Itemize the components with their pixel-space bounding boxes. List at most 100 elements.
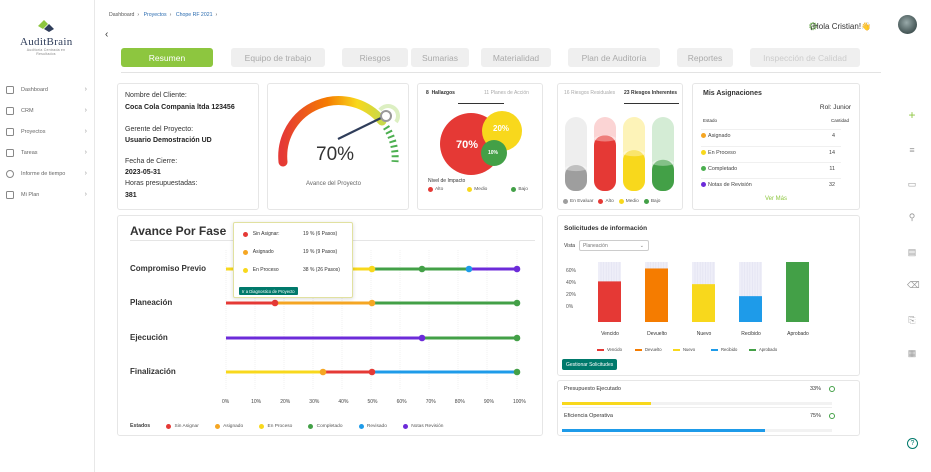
impact-legend-title: Nivel de Impacto: [428, 178, 466, 184]
sidebar-item-label: Dashboard: [21, 86, 48, 93]
tab-resumen[interactable]: Resumen: [121, 48, 213, 67]
file-download-icon[interactable]: ⎘: [908, 315, 916, 325]
bar-label: Aprobado: [787, 331, 809, 337]
list-icon[interactable]: ≡: [909, 145, 915, 155]
sidebar: AuditBrain Auditoría Centrada en Resulta…: [0, 0, 95, 472]
top-bar: Dashboard › Proyectos › Chope RF 2021 › ‹ ⚙…: [95, 0, 931, 45]
bar-devuelto: [645, 268, 668, 322]
bar-recibido: [739, 296, 762, 322]
sidebar-item-crm[interactable]: CRM ›: [0, 100, 95, 121]
breadcrumb-proyectos[interactable]: Proyectos: [143, 12, 167, 18]
impact-bubble-chart: [440, 111, 522, 175]
breadcrumb-project[interactable]: Chope RF 2021: [175, 12, 213, 18]
x-tick: 10%: [251, 399, 262, 405]
budget-bar-track: [562, 402, 832, 405]
trash-icon[interactable]: ⌫: [907, 280, 920, 290]
sidebar-item-mi-plan[interactable]: Mi Plan ›: [0, 184, 95, 205]
projects-icon: [6, 127, 14, 136]
gauge-needle: [337, 115, 386, 140]
legend-item: Nuevo: [673, 347, 695, 352]
efficiency-bar-track: [562, 429, 832, 432]
gauge-needle-hub: [380, 110, 392, 122]
hours-value: 381: [125, 192, 137, 199]
user-edit-icon[interactable]: ⚲: [908, 212, 916, 222]
x-tick: 0%: [222, 399, 230, 405]
chevron-down-icon: ⌄: [639, 243, 644, 249]
logo[interactable]: AuditBrain Auditoría Centrada en Resulta…: [20, 18, 72, 56]
tab-inspeccion[interactable]: Inspección de Calidad: [750, 48, 860, 67]
hallazgos-card: 8 Hallazgos 11 Planes de Acción 70% 20% …: [417, 83, 543, 210]
calendar-icon[interactable]: ▭: [907, 179, 917, 189]
risk-tube-fill: [623, 150, 645, 191]
chevron-right-icon: ›: [84, 107, 87, 114]
tab-riesgos[interactable]: Riesgos: [342, 48, 408, 67]
estados-legend: Estados Sin Asignar Asignado En Proceso …: [130, 423, 444, 429]
close-date-value: 2023-05-31: [125, 169, 161, 176]
chevron-right-icon: ›: [84, 191, 87, 198]
fase-title: Avance Por Fase: [130, 224, 227, 238]
breadcrumb-dashboard[interactable]: Dashboard: [109, 12, 135, 18]
y-tick: 40%: [566, 280, 577, 286]
risk-tube-fill: [594, 135, 616, 191]
book-icon[interactable]: ▤: [907, 247, 917, 257]
greeting: ¡Hola Cristian!👋: [810, 22, 871, 31]
sidebar-item-informe[interactable]: Informe de tiempo ›: [0, 163, 95, 184]
plan-icon: [6, 190, 14, 199]
x-tick: 50%: [367, 399, 378, 405]
gauge-value: 70%: [316, 144, 355, 165]
tab-divider: [121, 72, 881, 73]
sidebar-item-tareas[interactable]: Tareas ›: [0, 142, 95, 163]
x-tick: 70%: [425, 399, 436, 405]
planes-tab[interactable]: 11 Planes de Acción: [484, 90, 529, 96]
risk-tube-fill: [565, 165, 587, 191]
x-tick: 80%: [454, 399, 465, 405]
legend-item: Vencido: [597, 347, 622, 352]
efficiency-label: Eficiencia Operativa: [564, 413, 613, 419]
logo-name: AuditBrain: [20, 36, 73, 48]
brain-logo-icon: [35, 18, 57, 34]
tab-sumarias[interactable]: Sumarias: [411, 48, 469, 67]
bar-nuevo: [692, 284, 715, 322]
check-icon: [829, 413, 835, 419]
table-row: Completado 11: [701, 162, 841, 174]
sidebar-item-proyectos[interactable]: Proyectos ›: [0, 121, 95, 142]
diagnostico-button[interactable]: Ir a Diagnostico de Proyecto: [239, 287, 298, 295]
solicitudes-title: Solicitudes de información: [564, 225, 648, 232]
gauge-label: Avance del Proyecto: [306, 181, 361, 187]
crm-icon: [6, 106, 14, 115]
tab-equipo[interactable]: Equipo de trabajo: [231, 48, 325, 67]
close-date-label: Fecha de Cierre:: [125, 158, 178, 165]
risk-tube-chart: [565, 117, 674, 191]
avatar[interactable]: [898, 15, 917, 34]
hallazgos-tab[interactable]: 8 Hallazgos: [426, 90, 455, 96]
legend-item: Recibido: [711, 347, 737, 352]
vista-select[interactable]: Planeación ⌄: [579, 240, 649, 251]
add-icon[interactable]: +: [908, 108, 916, 122]
help-icon[interactable]: ?: [907, 438, 918, 449]
bubble-bajo: [481, 140, 507, 166]
chevron-right-icon: ›: [84, 170, 87, 177]
settings-gear-icon[interactable]: ⚙: [808, 21, 818, 33]
sidebar-item-label: Informe de tiempo: [21, 170, 66, 177]
gauge-arc-filled: [278, 96, 387, 167]
back-arrow-icon[interactable]: ‹: [105, 29, 109, 40]
riesgos-residuales-tab[interactable]: 16 Riesgos Residuales: [564, 90, 616, 96]
tooltip-row: En Proceso 38 % (26 Pasos): [243, 267, 343, 273]
dashboard-icon: [6, 85, 14, 94]
gestionar-solicitudes-button[interactable]: Gestionar Solicitudes: [562, 359, 618, 370]
fase-label-ejecucion: Ejecución: [130, 333, 168, 342]
bubble-medio-label: 20%: [493, 124, 510, 133]
riesgos-inherentes-tab[interactable]: 23 Riesgos Inherentes: [624, 90, 678, 96]
bar-label: Devuelto: [647, 331, 667, 337]
tab-reportes[interactable]: Reportes: [677, 48, 733, 67]
client-value: Coca Cola Compania ltda 123456: [125, 104, 235, 111]
calendar-check-icon[interactable]: ▦: [907, 348, 917, 358]
manager-value: Usuario Demostración UD: [125, 137, 212, 144]
sidebar-item-dashboard[interactable]: Dashboard ›: [0, 79, 95, 100]
tab-plan[interactable]: Plan de Auditoría: [568, 48, 660, 67]
tab-materialidad[interactable]: Materialidad: [481, 48, 551, 67]
ver-mas-link[interactable]: Ver Más: [765, 196, 788, 202]
fase-tooltip: Sin Asignar: 19 % (6 Pasos) Asignado 19 % …: [233, 222, 353, 298]
bubble-alto-label: 70%: [456, 139, 479, 151]
